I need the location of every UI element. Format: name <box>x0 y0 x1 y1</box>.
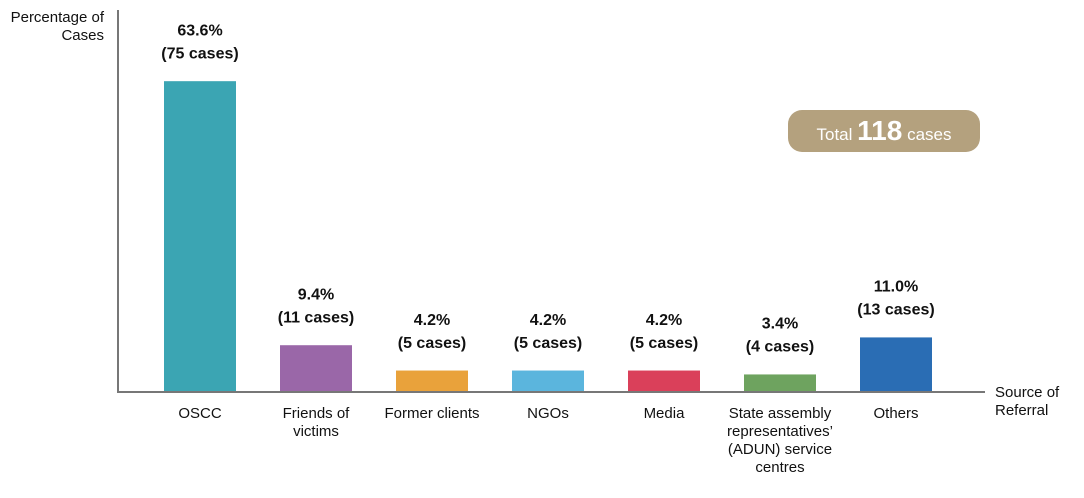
case-label: (4 cases) <box>746 339 815 356</box>
x-tick-label: NGOs <box>527 405 569 422</box>
y-axis-label: Percentage of Cases <box>10 9 104 44</box>
value-label: 63.6% <box>177 22 222 39</box>
case-label: (5 cases) <box>398 335 467 352</box>
bar <box>280 345 352 391</box>
bar <box>396 370 468 391</box>
bar <box>860 337 932 391</box>
x-tick-label: OSCC <box>178 405 222 422</box>
bar <box>512 370 584 391</box>
case-label: (11 cases) <box>278 309 355 326</box>
x-tick-label: Former clients <box>384 405 480 422</box>
total-suffix: cases <box>907 125 952 144</box>
x-tick-label: Friends of victims <box>282 405 350 440</box>
value-label: 4.2% <box>646 312 682 329</box>
total-value: 118 <box>857 115 903 146</box>
value-label: 9.4% <box>298 286 334 303</box>
case-label: (13 cases) <box>857 302 934 319</box>
bar <box>628 370 700 391</box>
bar <box>744 374 816 391</box>
x-tick-label: Others <box>873 405 919 422</box>
total-prefix: Total <box>816 125 853 144</box>
x-tick-label: Media <box>643 405 685 422</box>
value-label: 11.0% <box>874 279 918 296</box>
value-label: 3.4% <box>762 316 798 333</box>
x-axis-label: Source of Referral <box>995 384 1060 419</box>
total-badge: Total 118 cases <box>788 110 980 152</box>
value-label: 4.2% <box>530 312 566 329</box>
value-label: 4.2% <box>414 312 450 329</box>
bar <box>164 81 236 392</box>
case-label: (5 cases) <box>514 335 583 352</box>
case-label: (75 cases) <box>161 45 238 62</box>
case-label: (5 cases) <box>630 335 699 352</box>
x-tick-label: State assembly representatives’ (ADUN) s… <box>727 405 833 476</box>
